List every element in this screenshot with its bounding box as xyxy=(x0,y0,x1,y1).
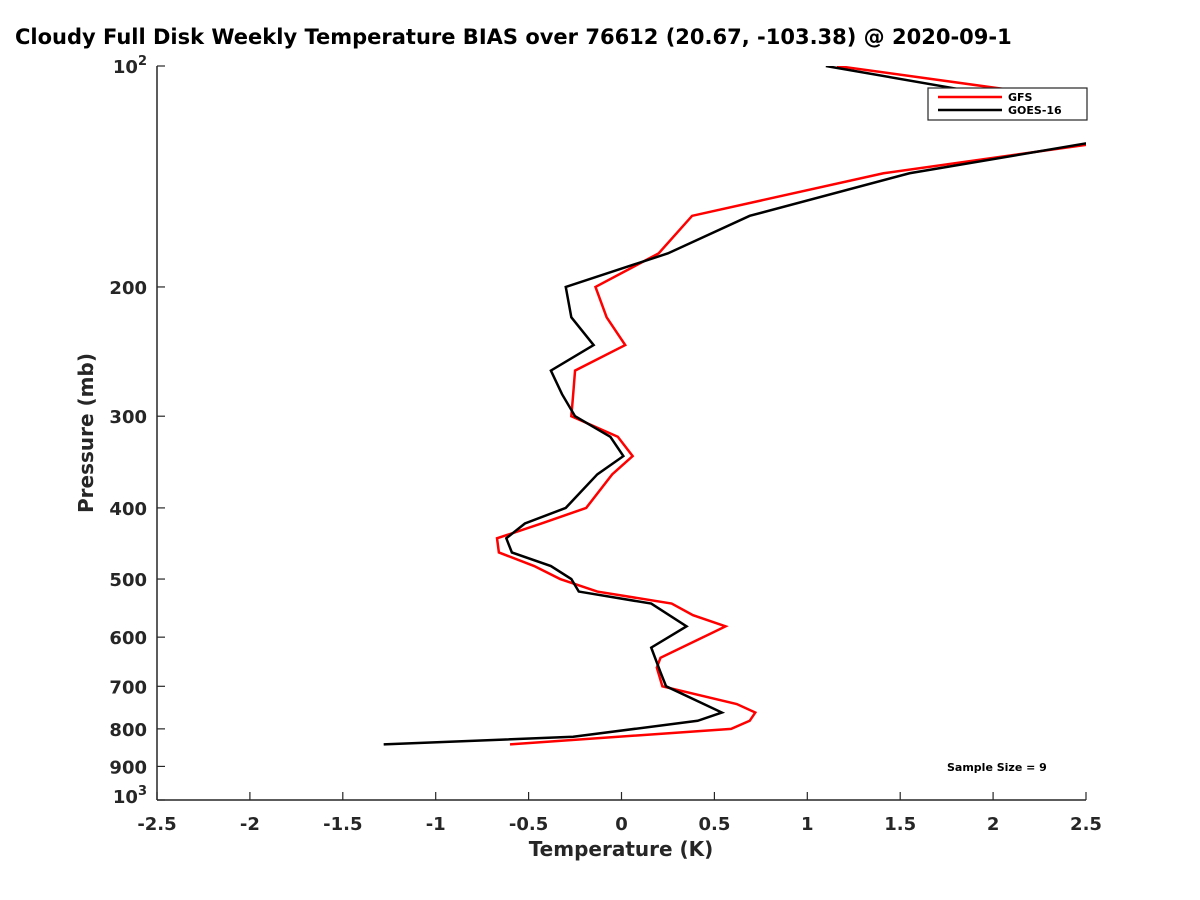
y-tick-label: 700 xyxy=(109,677,147,698)
x-tick-label: 2.5 xyxy=(1070,814,1102,835)
legend: GFS GOES-16 xyxy=(927,87,1088,121)
chart-title: Cloudy Full Disk Weekly Temperature BIAS… xyxy=(15,25,1012,49)
y-tick-base: 10 xyxy=(113,57,138,78)
y-tick-label: 900 xyxy=(109,757,147,778)
y-tick-label: 400 xyxy=(109,499,147,520)
y-tick-label: 600 xyxy=(109,628,147,649)
legend-box xyxy=(927,87,1088,121)
x-tick-label: 2 xyxy=(987,814,1000,835)
x-tick-label: -2.5 xyxy=(137,814,176,835)
y-tick-label: 200 xyxy=(109,278,147,299)
y-tick-exponent: 3 xyxy=(138,784,147,799)
x-tick-label: 1.5 xyxy=(884,814,916,835)
x-tick-label: -1 xyxy=(426,814,446,835)
x-tick-label: -1.5 xyxy=(323,814,362,835)
x-tick-label: -2 xyxy=(240,814,260,835)
y-tick-exponent: 2 xyxy=(138,54,147,69)
y-tick-base: 10 xyxy=(113,787,138,808)
series-line-gfs xyxy=(495,66,1086,746)
y-tick-label: 500 xyxy=(109,570,147,591)
legend-label-gfs: GFS xyxy=(1008,91,1033,104)
sample-size-annotation: Sample Size = 9 xyxy=(947,761,1047,774)
y-tick-label: 102 xyxy=(113,54,147,78)
legend-label-goes16: GOES-16 xyxy=(1008,104,1062,117)
x-tick-label: 1 xyxy=(801,814,814,835)
y-axis-label: Pressure (mb) xyxy=(74,353,98,513)
x-tick-label: 0 xyxy=(615,814,628,835)
series-line-goes16 xyxy=(383,66,1086,746)
y-tick-label: 103 xyxy=(113,784,147,808)
y-tick-label: 800 xyxy=(109,720,147,741)
y-tick-label: 300 xyxy=(109,407,147,428)
x-tick-label: -0.5 xyxy=(509,814,548,835)
x-tick-label: 0.5 xyxy=(698,814,730,835)
x-axis-label: Temperature (K) xyxy=(529,837,714,861)
